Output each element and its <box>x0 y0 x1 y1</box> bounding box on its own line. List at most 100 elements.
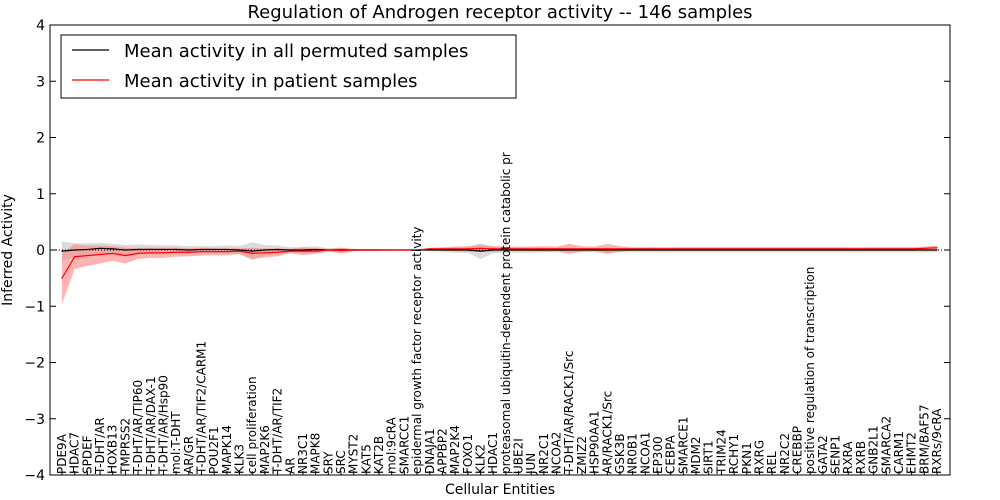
x-category-label: CREBBP <box>791 426 805 474</box>
series-0-point <box>606 249 608 251</box>
series-0-point <box>784 249 786 251</box>
x-category-label: JUN <box>524 453 538 475</box>
series-1-point <box>594 248 596 250</box>
series-1-point <box>860 248 862 250</box>
chart-title: Regulation of Androgen receptor activity… <box>247 2 752 23</box>
series-0-point <box>137 248 139 251</box>
series-0-point <box>682 249 684 251</box>
legend-label-patient: Mean activity in patient samples <box>124 71 418 92</box>
x-category-label: MAP2K6 <box>258 425 272 474</box>
series-0-point <box>492 249 494 251</box>
x-category-label: ZMIZ2 <box>575 436 589 474</box>
x-category-label: KAT5 <box>359 444 373 474</box>
series-1-point <box>238 250 241 252</box>
series-1-point <box>175 251 177 253</box>
series-1-point <box>568 248 570 250</box>
series-1-point <box>911 248 913 250</box>
x-category-label: T-DHT/AR/TIF2 <box>271 388 285 475</box>
series-1-point <box>632 248 634 250</box>
series-0-point <box>619 249 621 251</box>
x-category-label: CARM1 <box>892 431 906 474</box>
x-category-label: PKN1 <box>740 442 754 474</box>
series-1-point <box>200 251 203 253</box>
series-0-point <box>644 249 646 251</box>
series-1-point <box>74 256 76 258</box>
x-category-label: NR0B1 <box>626 433 640 474</box>
series-1-point <box>771 248 773 250</box>
series-1-point <box>784 248 786 250</box>
series-1-point <box>847 248 849 250</box>
series-1-point <box>353 249 355 251</box>
x-category-label: RXRA <box>841 441 855 474</box>
series-1-point <box>644 248 646 250</box>
series-1-point <box>162 252 165 254</box>
series-1-point <box>898 248 900 250</box>
y-tick-label: 2 <box>36 131 45 147</box>
series-1-point <box>137 252 139 254</box>
series-0-point <box>429 249 431 251</box>
series-0-point <box>61 250 63 252</box>
x-category-label: KAT2B <box>372 436 386 474</box>
series-0-point <box>112 248 114 250</box>
series-1-point <box>264 252 266 254</box>
x-category-label: positive regulation of transcription <box>803 267 817 474</box>
x-category-label: SENP1 <box>829 435 843 474</box>
series-1-point <box>936 247 938 249</box>
x-category-label: T-DHT/AR/DAX-1 <box>144 376 158 475</box>
series-1-point <box>213 251 215 253</box>
series-0-point <box>898 249 900 251</box>
x-category-label: TMPRSS2 <box>118 418 132 475</box>
series-1-point <box>555 248 558 250</box>
series-0-point <box>213 248 215 251</box>
series-1-point <box>492 248 494 250</box>
series-1-point <box>543 248 545 250</box>
x-category-label: MAP2K4 <box>448 425 462 474</box>
series-0-point <box>99 247 101 249</box>
y-tick-label: −1 <box>24 299 45 315</box>
x-category-label: RXRs/9cRA <box>930 408 944 474</box>
series-0-point <box>708 249 710 251</box>
series-1-point <box>657 248 659 250</box>
x-category-label: T-DHT/AR/TIP60 <box>131 380 145 475</box>
series-1-point <box>581 248 583 250</box>
series-1-point <box>885 248 887 250</box>
series-0-point <box>302 249 304 251</box>
x-category-label: NR3C1 <box>296 433 310 474</box>
series-1-point <box>61 277 63 279</box>
series-0-point <box>150 248 152 251</box>
x-category-label: PDE9A <box>55 433 69 474</box>
x-category-label: T-DHT/AR/RACK1/Src <box>562 351 576 475</box>
series-0-point <box>479 250 482 252</box>
x-category-label: CEBPA <box>664 434 678 474</box>
series-0-point <box>86 248 88 251</box>
x-category-label: EP300 <box>651 436 665 474</box>
x-category-label: mol:9cRA <box>385 417 399 474</box>
y-tick-label: −4 <box>24 468 45 484</box>
series-1-point <box>315 250 317 252</box>
series-0-point <box>124 249 127 251</box>
series-0-point <box>733 249 735 251</box>
series-0-point <box>188 249 190 251</box>
x-category-label: NR2C1 <box>537 433 551 474</box>
y-tick-label: 1 <box>36 187 45 203</box>
x-category-label: NCOA2 <box>550 432 564 474</box>
series-0-point <box>276 248 279 251</box>
x-category-label: SRC <box>334 450 348 474</box>
x-category-label: SMARCC1 <box>397 416 411 474</box>
y-tick-label: −3 <box>24 412 45 428</box>
series-0-point <box>568 249 570 251</box>
series-1-point <box>391 249 393 251</box>
legend: Mean activity in all permuted samples Me… <box>60 34 517 99</box>
series-1-point <box>378 249 380 251</box>
series-0-point <box>657 249 659 251</box>
series-1-point <box>327 249 329 251</box>
x-category-label: TRIM24 <box>714 429 728 475</box>
series-1-point <box>276 251 279 253</box>
series-0-point <box>226 248 228 251</box>
series-0-point <box>555 249 558 251</box>
series-0-point <box>581 249 583 251</box>
x-category-label: RCHY1 <box>727 434 741 474</box>
x-category-label: HOXB13 <box>106 425 120 474</box>
series-0-point <box>315 248 317 251</box>
